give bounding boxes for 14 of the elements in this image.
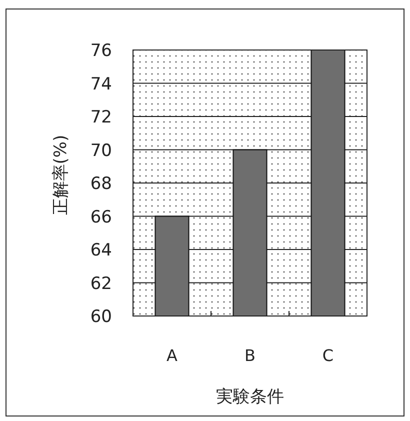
x-tick-label: B xyxy=(244,346,256,365)
y-axis-title: 正解率(%) xyxy=(51,134,71,216)
y-tick-label: 72 xyxy=(90,108,112,128)
y-tick-label: 76 xyxy=(90,41,112,61)
y-tick-label: 74 xyxy=(90,74,112,94)
y-tick-label: 60 xyxy=(90,307,112,327)
y-tick-label: 62 xyxy=(90,274,112,294)
y-tick-label: 70 xyxy=(90,140,112,161)
y-tick-label: 64 xyxy=(90,240,112,260)
x-tick-label: A xyxy=(166,346,178,365)
x-axis-title: 実験条件 xyxy=(216,387,284,407)
x-tick-label: C xyxy=(322,346,334,365)
y-tick-label: 68 xyxy=(90,174,112,194)
y-tick-label: 66 xyxy=(90,207,112,228)
